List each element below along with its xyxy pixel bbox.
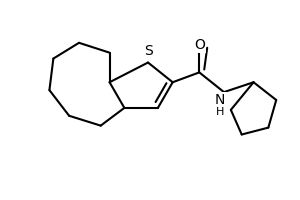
Text: O: O	[194, 38, 205, 52]
Text: N: N	[215, 93, 225, 107]
Text: S: S	[144, 44, 152, 58]
Text: H: H	[216, 107, 224, 117]
